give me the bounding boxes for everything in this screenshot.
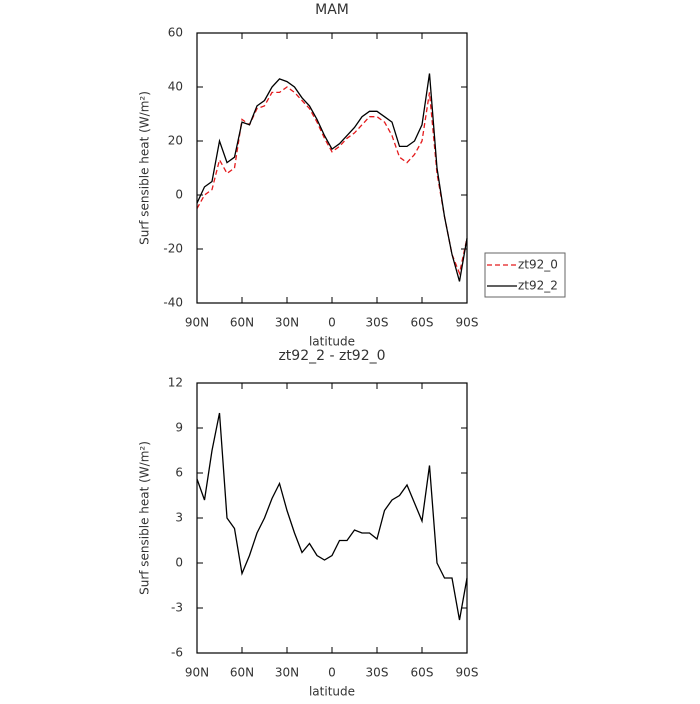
y-tick-label: 6 [175,466,183,480]
x-axis-label: latitude [309,685,355,699]
y-axis-label: Surf sensible heat (W/m²) [138,91,152,245]
y-tick-label: 40 [168,80,183,94]
data-line [196,86,468,276]
x-axis-label: latitude [309,335,355,349]
x-tick-label: 30N [275,666,299,680]
x-tick-label: 60N [230,666,254,680]
data-line [196,73,468,282]
plot-frame [196,382,468,654]
y-tick-label: -6 [171,646,183,660]
legend-box [484,252,566,298]
chart-title: zt92_2 - zt92_0 [278,348,385,364]
x-tick-label: 0 [328,316,336,330]
y-tick-label: 9 [175,421,183,435]
x-tick-label: 30S [366,316,389,330]
x-tick-label: 90S [456,666,479,680]
y-tick-label: 20 [168,134,183,148]
y-tick-label: 12 [168,376,183,390]
data-line [196,412,468,621]
y-tick-label: 0 [175,188,183,202]
legend-label: zt92_2 [518,279,558,293]
y-tick-label: -3 [171,601,183,615]
x-tick-label: 60N [230,316,254,330]
y-tick-label: 60 [168,26,183,40]
x-tick-label: 30N [275,316,299,330]
x-tick-label: 30S [366,666,389,680]
x-tick-label: 90N [185,666,209,680]
x-tick-label: 60S [411,316,434,330]
x-tick-label: 90N [185,316,209,330]
y-tick-label: 3 [175,511,183,525]
x-tick-label: 0 [328,666,336,680]
chart-title: MAM [315,2,349,18]
x-tick-label: 90S [456,316,479,330]
y-tick-label: -40 [163,296,183,310]
y-axis-label: Surf sensible heat (W/m²) [138,441,152,595]
y-tick-label: -20 [163,242,183,256]
y-tick-label: 0 [175,556,183,570]
x-tick-label: 60S [411,666,434,680]
legend-label: zt92_0 [518,258,558,272]
plot-frame [196,32,468,304]
